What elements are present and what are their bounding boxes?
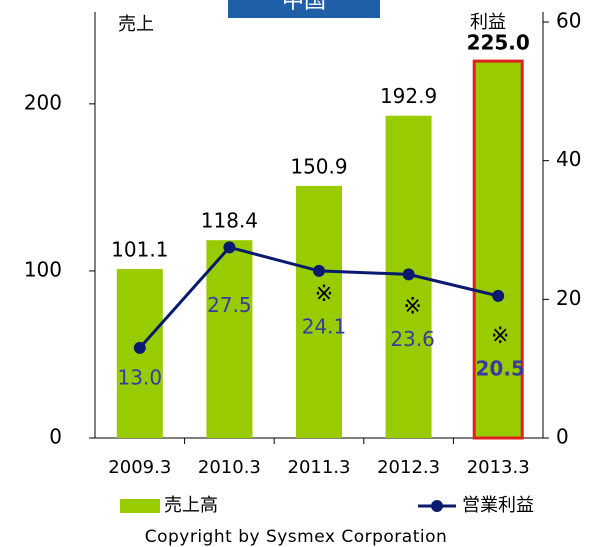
x-tick-label: 2013.3 xyxy=(467,457,530,478)
line-point xyxy=(402,268,415,281)
line-value-label: 13.0 xyxy=(118,365,163,389)
title-box xyxy=(228,0,380,18)
x-tick-label: 2009.3 xyxy=(108,457,171,478)
bar-value-label: 192.9 xyxy=(380,84,437,108)
bar-value-label: 118.4 xyxy=(201,209,258,233)
line-point xyxy=(492,289,505,302)
y-tick-label: 200 xyxy=(24,90,62,114)
legend-label: 営業利益 xyxy=(462,495,534,516)
x-tick-label: 2010.3 xyxy=(198,457,261,478)
bar xyxy=(475,62,522,439)
line-value-label: 27.5 xyxy=(207,293,252,317)
line-point xyxy=(223,241,236,254)
x-tick-label: 2012.3 xyxy=(377,457,440,478)
bar-value-label: 150.9 xyxy=(290,154,347,178)
bar-value-label: 225.0 xyxy=(467,31,530,55)
x-tick-label: 2011.3 xyxy=(288,457,351,478)
line-value-label: 23.6 xyxy=(390,327,435,351)
line-value-label: 24.1 xyxy=(302,314,347,338)
y2-tick-label: 40 xyxy=(556,147,581,171)
line-note: ※ xyxy=(403,294,421,319)
chart-title: 中国 xyxy=(282,0,326,14)
y-tick-label: 0 xyxy=(49,425,62,449)
y2-tick-label: 60 xyxy=(556,9,581,33)
bar xyxy=(206,240,253,438)
line-point xyxy=(313,264,325,277)
y-axis-label: 売上 xyxy=(118,14,154,35)
line-value-label: 20.5 xyxy=(476,356,525,380)
legend-label: 売上高 xyxy=(164,495,218,516)
line-note: ※ xyxy=(491,324,509,349)
highlight-box xyxy=(472,59,524,440)
y2-axis-label: 利益 xyxy=(470,12,506,33)
y2-tick-label: 20 xyxy=(556,286,581,310)
copyright: Copyright by Sysmex Corporation xyxy=(145,527,448,547)
y2-tick-label: 0 xyxy=(556,425,569,449)
y-tick-label: 100 xyxy=(24,257,62,281)
bar-value-label: 101.1 xyxy=(111,238,168,262)
line-point xyxy=(133,341,146,354)
line-note: ※ xyxy=(315,282,333,307)
bar xyxy=(296,185,342,438)
legend-swatch-dot xyxy=(431,500,443,512)
legend-swatch xyxy=(120,499,160,513)
